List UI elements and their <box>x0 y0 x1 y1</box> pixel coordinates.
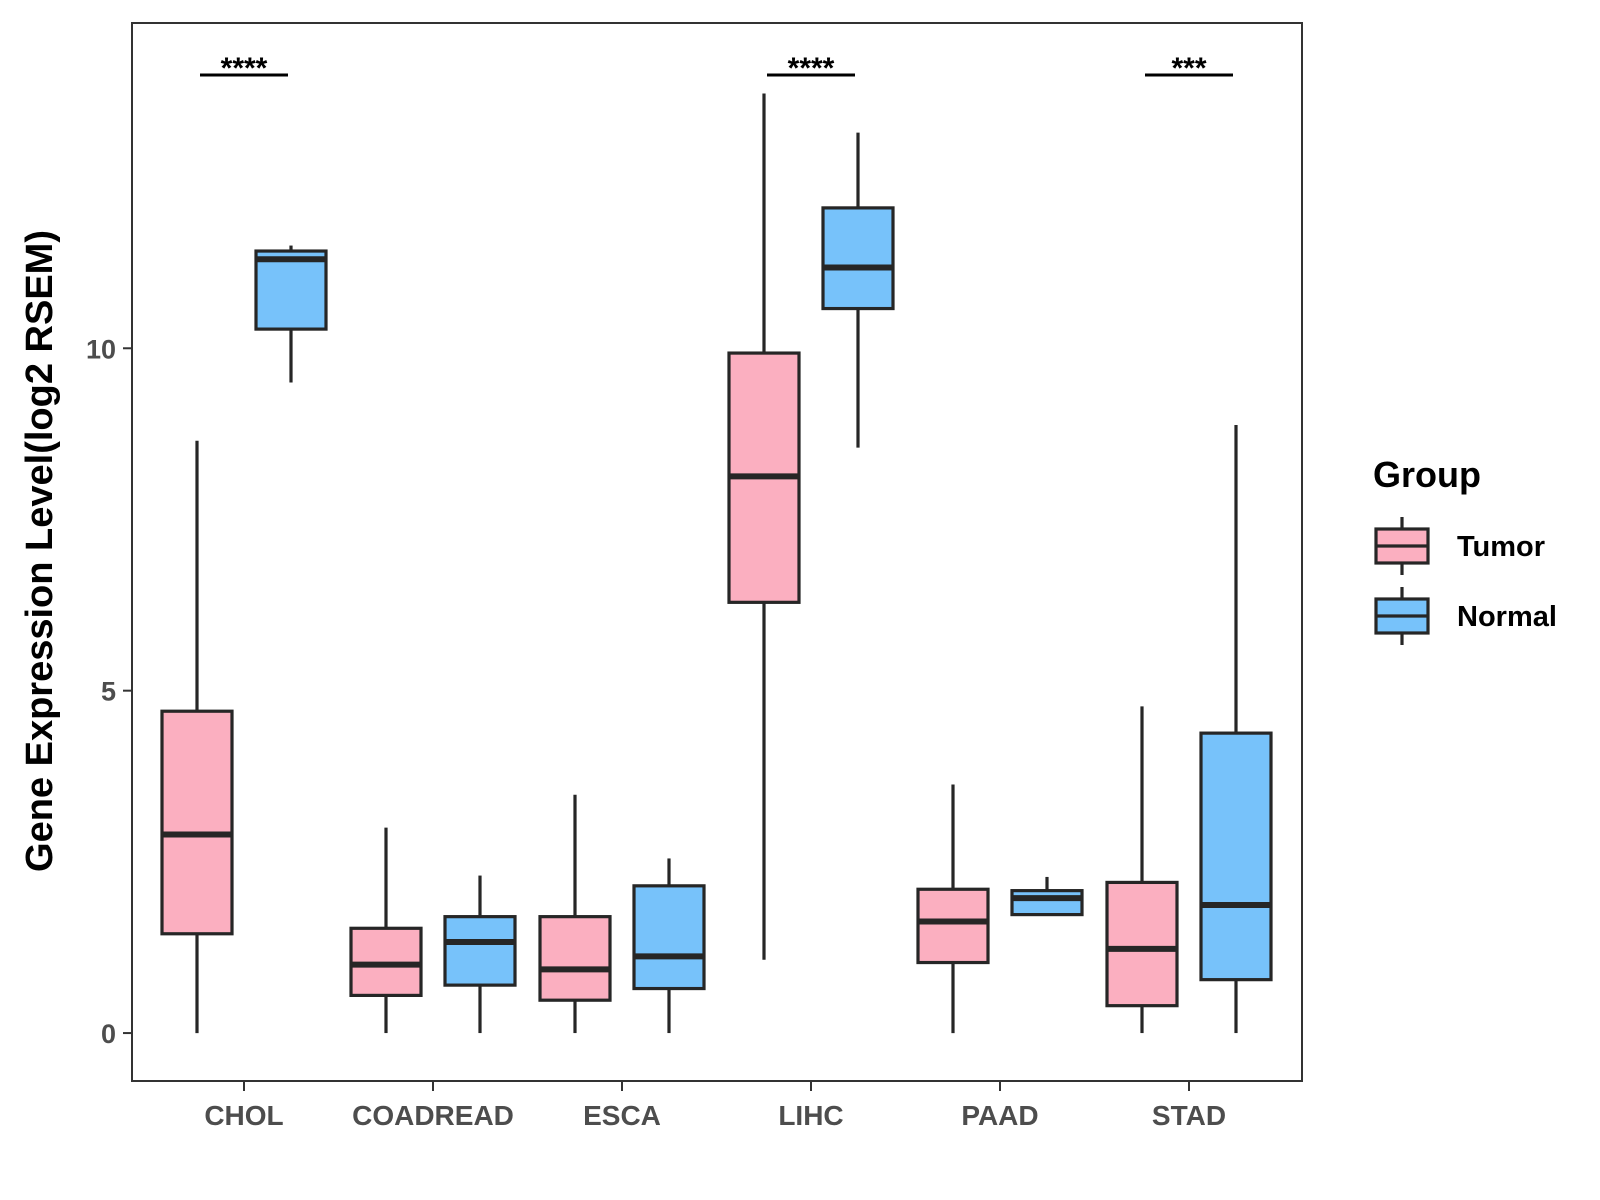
box-tumor-coadread <box>349 827 423 1034</box>
legend: Group Tumor Normal <box>1373 454 1557 645</box>
box-tumor-paad <box>916 784 990 1034</box>
box-normal-esca <box>632 858 706 1034</box>
box-tumor-stad <box>1105 706 1179 1034</box>
box-body <box>443 915 517 987</box>
x-tick-label: STAD <box>1152 1100 1226 1131</box>
box-body <box>1105 880 1179 1008</box>
significance-label: *** <box>1171 52 1206 85</box>
box-body <box>1010 889 1084 917</box>
box-body <box>1199 731 1273 982</box>
box-body <box>821 206 895 311</box>
box-body <box>538 915 612 1002</box>
axes: 0 5 10 CHOL COADREAD ESCA LIHC PAAD STAD <box>86 334 1226 1131</box>
y-tick-label: 0 <box>101 1019 116 1049</box>
box-body <box>254 249 328 331</box>
box-normal-coadread <box>443 875 517 1034</box>
significance-label: **** <box>221 52 268 85</box>
box-tumor-esca <box>538 794 612 1034</box>
significance-label: **** <box>788 52 835 85</box>
legend-title: Group <box>1373 454 1481 495</box>
box-normal-lihc <box>821 132 895 448</box>
legend-key-normal <box>1374 587 1430 645</box>
box-body <box>632 884 706 991</box>
box-body <box>916 887 990 965</box>
legend-key-tumor <box>1374 517 1430 575</box>
plot-panel <box>131 22 1303 1082</box>
panel-border <box>131 22 1303 1082</box>
box-normal-chol <box>254 245 328 383</box>
y-tick-label: 10 <box>86 334 116 364</box>
x-tick-label: ESCA <box>583 1100 661 1131</box>
box-body <box>160 709 234 936</box>
y-tick-label: 5 <box>101 677 116 707</box>
x-tick-label: CHOL <box>204 1100 283 1131</box>
box-tumor-lihc <box>727 93 801 960</box>
x-tick-label: PAAD <box>961 1100 1038 1131</box>
significance-annotations: **** **** *** <box>200 52 1233 85</box>
x-tick-label: COADREAD <box>352 1100 514 1131</box>
x-tick-label: LIHC <box>778 1100 843 1131</box>
legend-label-tumor: Tumor <box>1457 531 1545 563</box>
box-normal-paad <box>1010 876 1084 917</box>
legend-label-normal: Normal <box>1457 601 1557 633</box>
box-tumor-chol <box>160 440 234 1034</box>
box-layer <box>160 93 1273 1034</box>
y-axis-title: Gene Expression Level(log2 RSEM) <box>19 230 61 872</box>
box-normal-stad <box>1199 424 1273 1034</box>
